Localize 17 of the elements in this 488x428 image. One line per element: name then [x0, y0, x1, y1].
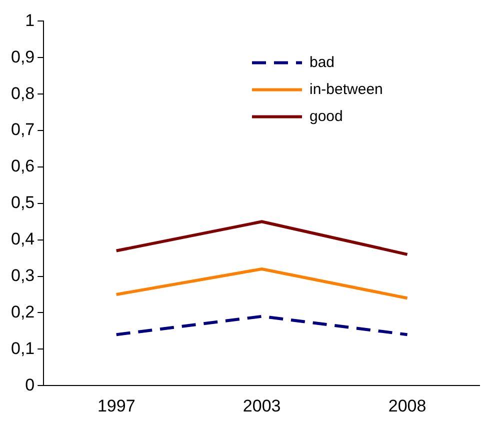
legend-label: in-between — [310, 80, 383, 98]
y-tick-label: 0,3 — [10, 266, 35, 285]
y-tick-label: 0,8 — [10, 84, 35, 103]
y-tick-label: 1 — [25, 10, 35, 30]
y-tick-label: 0,9 — [10, 47, 35, 66]
legend-label: bad — [310, 54, 335, 71]
x-tick-label: 1997 — [97, 396, 136, 416]
y-tick-label: 0,1 — [10, 338, 35, 358]
y-tick-label: 0,2 — [10, 302, 35, 322]
legend-label: good — [310, 108, 343, 125]
y-tick-label: 0,4 — [10, 230, 35, 249]
y-tick-label: 0 — [25, 375, 35, 394]
x-tick-label: 2008 — [388, 396, 426, 416]
y-tick-label: 0,5 — [10, 193, 35, 212]
y-tick-label: 0,7 — [10, 120, 35, 140]
x-tick-label: 2003 — [242, 396, 281, 416]
y-tick-label: 0,6 — [10, 156, 35, 176]
